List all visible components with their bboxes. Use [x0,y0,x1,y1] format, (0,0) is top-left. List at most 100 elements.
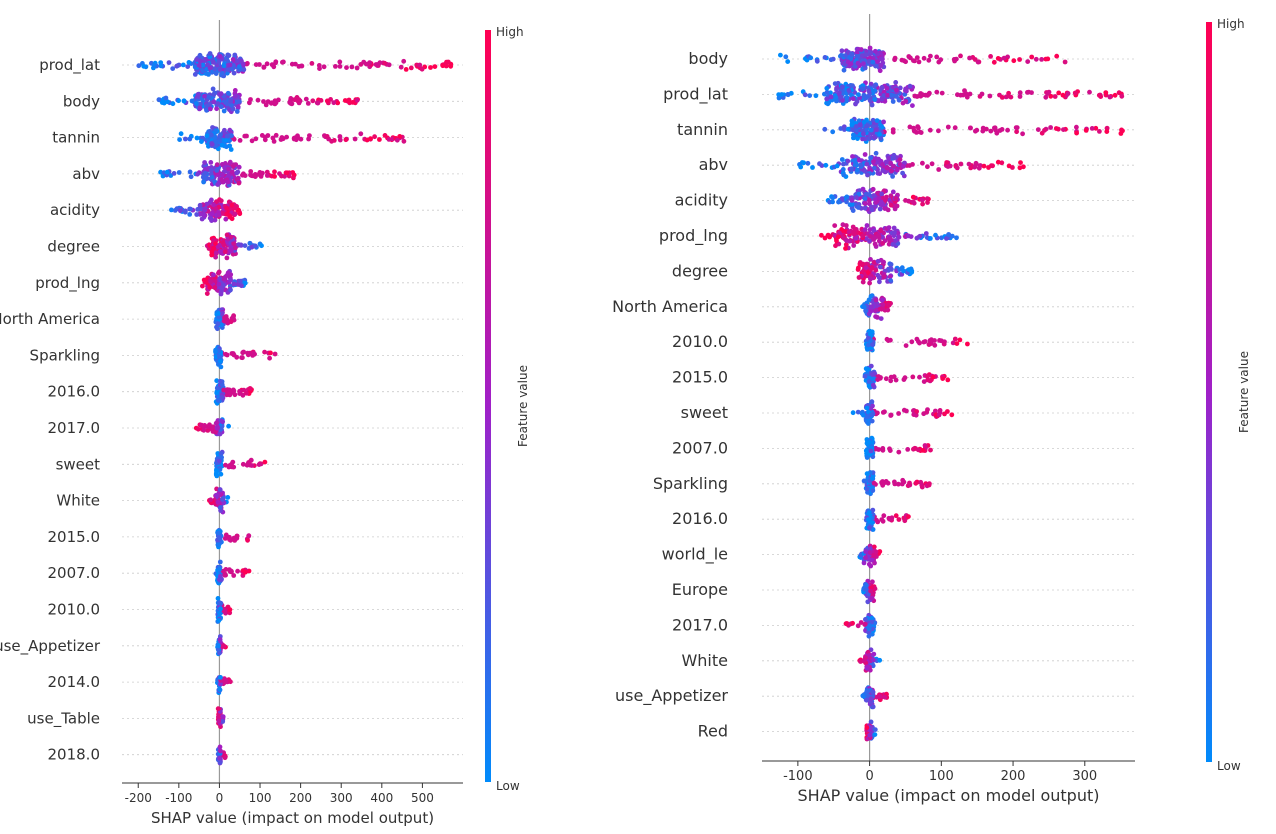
shap-point [879,96,885,102]
shap-point [873,314,878,319]
shap-point [845,126,851,132]
feature-label: White [681,651,728,670]
shap-point [972,164,977,170]
shap-point [218,451,224,457]
shap-point [261,65,267,70]
shap-point [868,588,874,594]
shap-point [193,101,199,106]
shap-point [903,343,909,348]
shap-point [408,65,414,71]
shap-point [834,238,839,244]
shap-point [207,65,213,71]
shap-point [862,201,868,207]
shap-point [849,202,855,207]
shap-point [229,133,234,139]
shap-point [846,87,852,93]
shap-point [881,274,887,279]
feature-label: Sparkling [653,474,728,493]
shap-point [252,243,258,249]
shap-point [834,87,839,93]
shap-point [866,88,872,94]
shap-point [235,282,241,287]
shap-point [883,376,889,382]
shap-point [196,63,202,68]
shap-point [216,577,222,582]
shap-point [1006,163,1012,169]
shap-point [293,61,298,67]
shap-point [877,171,883,177]
shap-point [225,270,231,276]
shap-point [888,160,893,166]
shap-point [830,129,836,135]
shap-point [841,161,846,167]
shap-point [891,225,897,231]
shap-point [868,563,874,569]
shap-point [1042,127,1047,133]
colorbar [485,30,491,782]
shap-point [237,388,243,394]
shap-point [256,462,262,467]
shap-point [216,269,222,275]
shap-point [776,95,782,101]
shap-point [841,67,847,73]
shap-point [881,480,887,486]
shap-point [870,372,875,377]
shap-point [233,93,238,99]
shap-point [872,97,878,102]
shap-point [916,59,922,65]
shap-point [215,706,221,712]
shap-point [208,160,214,165]
shap-point [163,95,169,101]
shap-point [228,98,234,104]
shap-point [880,241,886,246]
shap-point [870,186,876,192]
shap-point [869,615,875,621]
shap-point [892,479,897,485]
shap-point [215,426,221,431]
shap-point [849,118,855,124]
shap-point [862,65,868,71]
shap-point [255,97,261,103]
shap-point [335,100,341,106]
shap-point [187,136,193,142]
shap-point [885,165,890,171]
shap-point [824,85,830,91]
shap-point [213,472,219,478]
x-tick-label: 500 [411,791,434,805]
shap-point [964,94,970,100]
shap-point [324,98,330,104]
shap-point [1018,160,1023,166]
shap-point [861,478,867,484]
shap-point [176,170,182,175]
shap-point [901,407,907,413]
shap-point [906,54,912,59]
shap-point [926,342,932,347]
shap-point [997,128,1003,133]
shap-point [916,339,921,344]
shap-point [867,550,873,555]
shap-point [273,132,279,138]
shap-point [230,57,236,62]
shap-point [855,409,861,415]
shap-point [870,59,876,65]
shap-point [888,412,894,418]
shap-point [214,106,220,112]
shap-point [871,159,876,165]
x-tick-label: 100 [249,791,272,805]
x-tick-label: 300 [330,791,353,805]
shap-point [873,446,878,452]
shap-point [213,241,218,247]
shap-point [217,467,223,472]
shap-point [1045,56,1051,62]
shap-point [216,618,222,623]
shap-point [202,423,208,428]
shap-point [927,127,933,133]
shap-point [182,209,188,215]
shap-point [218,600,223,606]
shap-point [228,277,234,283]
feature-label: prod_lng [659,226,728,246]
x-tick-label: 0 [216,791,224,805]
shap-point [866,270,871,276]
shap-point [209,249,215,255]
shap-point [218,291,224,297]
